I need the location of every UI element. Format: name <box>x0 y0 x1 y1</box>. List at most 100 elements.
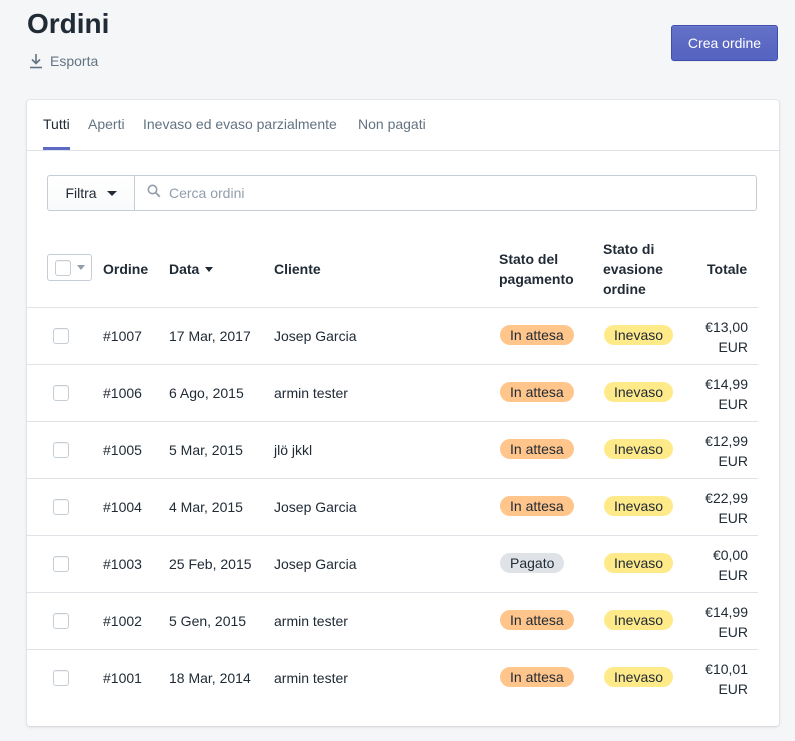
order-link[interactable]: #1005 <box>103 442 142 458</box>
search-field[interactable] <box>135 175 757 211</box>
customer-name: Josep Garcia <box>274 556 357 572</box>
payment-status-badge: In attesa <box>500 382 574 402</box>
table-row[interactable]: #1007 17 Mar, 2017 Josep Garcia In attesa In… <box>27 307 758 364</box>
order-total: €13,00 EUR <box>705 317 748 357</box>
column-payment-line2: pagamento <box>499 271 574 287</box>
total-amount: €14,99 <box>705 376 748 392</box>
search-input[interactable] <box>169 185 729 201</box>
row-checkbox[interactable] <box>53 442 69 458</box>
row-checkbox[interactable] <box>53 556 69 572</box>
column-payment-line1: Stato del <box>499 251 559 267</box>
total-currency: EUR <box>718 396 748 412</box>
order-date: 5 Gen, 2015 <box>169 613 247 629</box>
filter-label: Filtra <box>65 185 97 201</box>
total-amount: €22,99 <box>705 490 748 506</box>
order-link[interactable]: #1002 <box>103 613 142 629</box>
fulfillment-status-badge: Inevaso <box>604 382 674 402</box>
filter-button[interactable]: Filtra <box>47 175 135 211</box>
row-checkbox[interactable] <box>53 328 69 344</box>
order-total: €14,99 EUR <box>705 602 748 642</box>
order-date: 25 Feb, 2015 <box>169 556 252 572</box>
page-title: Ordini <box>27 8 110 39</box>
table-row[interactable]: #1001 18 Mar, 2014 armin tester In attesa In… <box>27 649 758 706</box>
chevron-down-icon <box>77 265 85 270</box>
total-currency: EUR <box>718 453 748 469</box>
total-currency: EUR <box>718 624 748 640</box>
download-icon <box>28 53 44 69</box>
column-date-label: Data <box>169 261 200 277</box>
table-row[interactable]: #1002 5 Gen, 2015 armin tester In attesa Ine… <box>27 592 758 649</box>
customer-name: armin tester <box>274 385 348 401</box>
order-total: €22,99 EUR <box>705 488 748 528</box>
order-link[interactable]: #1003 <box>103 556 142 572</box>
row-checkbox[interactable] <box>53 499 69 515</box>
customer-name: armin tester <box>274 670 348 686</box>
customer-name: armin tester <box>274 613 348 629</box>
total-currency: EUR <box>718 339 748 355</box>
total-amount: €12,99 <box>705 433 748 449</box>
order-total: €0,00 EUR <box>713 545 748 585</box>
row-checkbox[interactable] <box>53 670 69 686</box>
fulfillment-status-badge: Inevaso <box>604 439 674 459</box>
customer-name: Josep Garcia <box>274 328 357 344</box>
bulk-select[interactable] <box>47 254 92 281</box>
total-currency: EUR <box>718 567 748 583</box>
tab-all[interactable]: Tutti <box>43 116 70 150</box>
column-order[interactable]: Ordine <box>103 261 149 277</box>
order-link[interactable]: #1001 <box>103 670 142 686</box>
fulfillment-status-badge: Inevaso <box>604 667 674 687</box>
total-currency: EUR <box>718 510 748 526</box>
order-date: 17 Mar, 2017 <box>169 328 251 344</box>
column-fulfillment-line1: Stato di <box>603 241 655 257</box>
search-icon <box>147 184 161 203</box>
create-order-button[interactable]: Crea ordine <box>671 25 778 61</box>
payment-status-badge: In attesa <box>500 325 574 345</box>
customer-name: jlö jkkl <box>274 442 313 458</box>
export-button[interactable]: Esporta <box>28 53 98 69</box>
tab-open[interactable]: Aperti <box>88 116 125 132</box>
order-total: €14,99 EUR <box>705 374 748 414</box>
orders-card: Tutti Aperti Inevaso ed evaso parzialmen… <box>27 100 779 726</box>
fulfillment-status-badge: Inevaso <box>604 496 674 516</box>
customer-name: Josep Garcia <box>274 499 357 515</box>
payment-status-badge: Pagato <box>500 553 565 573</box>
order-link[interactable]: #1006 <box>103 385 142 401</box>
column-fulfillment-line2: evasione <box>603 261 663 277</box>
column-total[interactable]: Totale <box>707 261 748 277</box>
table-row[interactable]: #1003 25 Feb, 2015 Josep Garcia Pagato Ineva… <box>27 535 758 592</box>
row-checkbox[interactable] <box>53 613 69 629</box>
caret-down-icon <box>106 190 117 196</box>
tab-bar: Tutti Aperti Inevaso ed evaso parzialmen… <box>27 100 779 151</box>
column-fulfillment[interactable]: Stato di evasione ordine <box>603 239 663 299</box>
payment-status-badge: In attesa <box>500 439 574 459</box>
order-date: 6 Ago, 2015 <box>169 385 244 401</box>
order-date: 18 Mar, 2014 <box>169 670 251 686</box>
sort-desc-icon <box>205 266 214 272</box>
payment-status-badge: In attesa <box>500 496 574 516</box>
total-amount: €0,00 <box>712 547 748 563</box>
payment-status-badge: In attesa <box>500 610 574 630</box>
column-payment[interactable]: Stato del pagamento <box>499 249 574 289</box>
total-currency: EUR <box>718 681 748 697</box>
total-amount: €13,00 <box>705 319 748 335</box>
table-row[interactable]: #1004 4 Mar, 2015 Josep Garcia In attesa Ine… <box>27 478 758 535</box>
table-row[interactable]: #1005 5 Mar, 2015 jlö jkkl In attesa Inevaso… <box>27 421 758 478</box>
order-date: 4 Mar, 2015 <box>169 499 243 515</box>
tab-unpaid[interactable]: Non pagati <box>358 116 426 132</box>
order-link[interactable]: #1007 <box>103 328 142 344</box>
order-total: €12,99 EUR <box>705 431 748 471</box>
export-label: Esporta <box>50 53 99 69</box>
total-amount: €10,01 <box>705 661 748 677</box>
column-customer[interactable]: Cliente <box>274 261 321 277</box>
column-fulfillment-line3: ordine <box>603 281 646 297</box>
filter-bar: Filtra <box>47 175 757 211</box>
select-all-checkbox[interactable] <box>55 259 71 276</box>
row-checkbox[interactable] <box>53 385 69 401</box>
column-date[interactable]: Data <box>169 259 214 279</box>
tab-unfulfilled[interactable]: Inevaso ed evaso parzialmente <box>143 116 337 132</box>
order-link[interactable]: #1004 <box>103 499 142 515</box>
payment-status-badge: In attesa <box>500 667 574 687</box>
table-row[interactable]: #1006 6 Ago, 2015 armin tester In attesa Ine… <box>27 364 758 421</box>
fulfillment-status-badge: Inevaso <box>604 610 674 630</box>
fulfillment-status-badge: Inevaso <box>604 325 674 345</box>
